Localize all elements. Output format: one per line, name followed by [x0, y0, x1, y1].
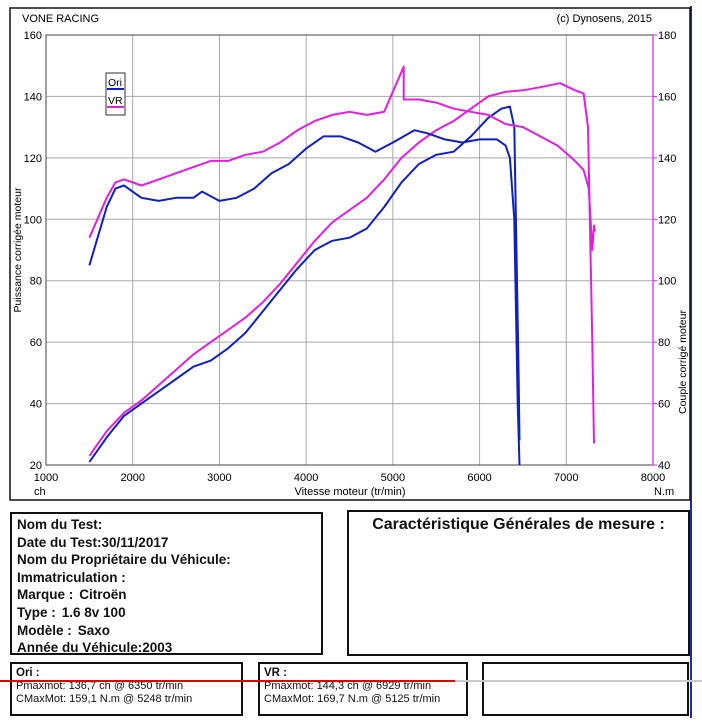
y-tick-label: 60 [30, 337, 42, 349]
y-tick-label: 140 [24, 91, 42, 103]
test-info-box: Nom du Test: Date du Test:30/11/2017 Nom… [10, 512, 323, 655]
axis-ticks: 1000 2000 3000 4000 5000 6000 7000 8000 20 40 60 80… [24, 30, 677, 484]
x-tick-label: 7000 [554, 472, 578, 484]
chart-title-right: (c) Dynosens, 2015 [557, 13, 652, 25]
year-row: Année du Véhicule:2003 [17, 640, 173, 656]
y2-tick-label: 80 [658, 337, 670, 349]
result-ori-title: Ori : [16, 667, 40, 679]
y2-tick-label: 100 [658, 276, 676, 288]
x-tick-label: 6000 [467, 472, 491, 484]
x-tick-label: 3000 [207, 472, 231, 484]
make-row: Marque : Citroën [17, 587, 127, 603]
chart-title-left: VONE RACING [22, 13, 99, 25]
y-tick-label: 100 [24, 214, 42, 226]
series-line-vr-power [88, 82, 595, 457]
x-unit-left: ch [34, 486, 46, 498]
y-tick-label: 160 [24, 30, 42, 42]
result-ori-pmax: Pmaxmot: 136,7 ch @ 6350 tr/min [16, 680, 184, 692]
y2-axis-label: Couple corrigé moteur [677, 310, 689, 414]
result-vr-cmax: CMaxMot: 169,7 N.m @ 5125 tr/min [264, 693, 441, 705]
legend-box: Ori VR [105, 72, 126, 116]
owner-row: Nom du Propriétaire du Véhicule: [17, 552, 231, 568]
model-row: Modèle : Saxo [17, 622, 111, 638]
x-tick-label: 8000 [641, 472, 665, 484]
y2-tick-label: 160 [658, 91, 676, 103]
test-date-row: Date du Test:30/11/2017 [17, 534, 169, 550]
result-vr-box: VR : Pmaxmot: 144,3 ch @ 6929 tr/min CMa… [258, 662, 468, 716]
measurement-characteristics-box: Caractéristique Générales de mesure : [347, 510, 690, 656]
x-unit-right: N.m [654, 486, 674, 498]
x-axis-label: Vitesse moteur (tr/min) [294, 486, 405, 498]
chart-grid [45, 34, 654, 466]
y2-tick-label: 180 [658, 30, 676, 42]
video-progress-played[interactable] [0, 680, 455, 682]
y2-tick-label: 120 [658, 214, 676, 226]
measurement-characteristics-title: Caractéristique Générales de mesure : [372, 516, 665, 533]
x-tick-label: 2000 [120, 472, 144, 484]
x-tick-label: 4000 [294, 472, 318, 484]
y-tick-label: 20 [30, 460, 42, 472]
result-vr-title: VR : [264, 667, 287, 679]
y-tick-label: 40 [30, 399, 42, 411]
series-line-ori-torque [88, 129, 521, 466]
dyno-chart: VONE RACING (c) Dynosens, 2015 Vitesse m… [9, 7, 691, 501]
y-tick-label: 120 [24, 153, 42, 165]
y-axis-label: Puissance corrigée moteur [12, 187, 24, 312]
registration-row: Immatriculation : [17, 569, 126, 585]
y2-tick-label: 60 [658, 399, 670, 411]
x-tick-label: 5000 [381, 472, 405, 484]
result-empty-box [482, 662, 689, 716]
legend-vr: VR [108, 95, 123, 107]
legend-ori: Ori [108, 77, 122, 89]
result-ori-cmax: CMaxMot: 159,1 N.m @ 5248 tr/min [16, 693, 193, 705]
y-tick-label: 80 [30, 276, 42, 288]
result-vr-pmax: Pmaxmot: 144,3 ch @ 6929 tr/min [264, 680, 432, 692]
video-progress-remaining[interactable] [455, 680, 702, 682]
chart-frame [9, 7, 691, 501]
x-tick-label: 1000 [34, 472, 58, 484]
plot-area [45, 34, 654, 466]
series-line-vr-torque [88, 65, 596, 251]
type-row: Type :1.6 8v 100 [17, 604, 126, 620]
series-line-ori-power [88, 105, 521, 463]
y2-tick-label: 40 [658, 460, 670, 472]
result-ori-box: Ori : Pmaxmot: 136,7 ch @ 6350 tr/min CM… [10, 662, 243, 716]
series-lines [88, 65, 596, 466]
test-name-row: Nom du Test: [17, 517, 103, 532]
page-edge [690, 6, 692, 718]
y2-tick-label: 140 [658, 153, 676, 165]
